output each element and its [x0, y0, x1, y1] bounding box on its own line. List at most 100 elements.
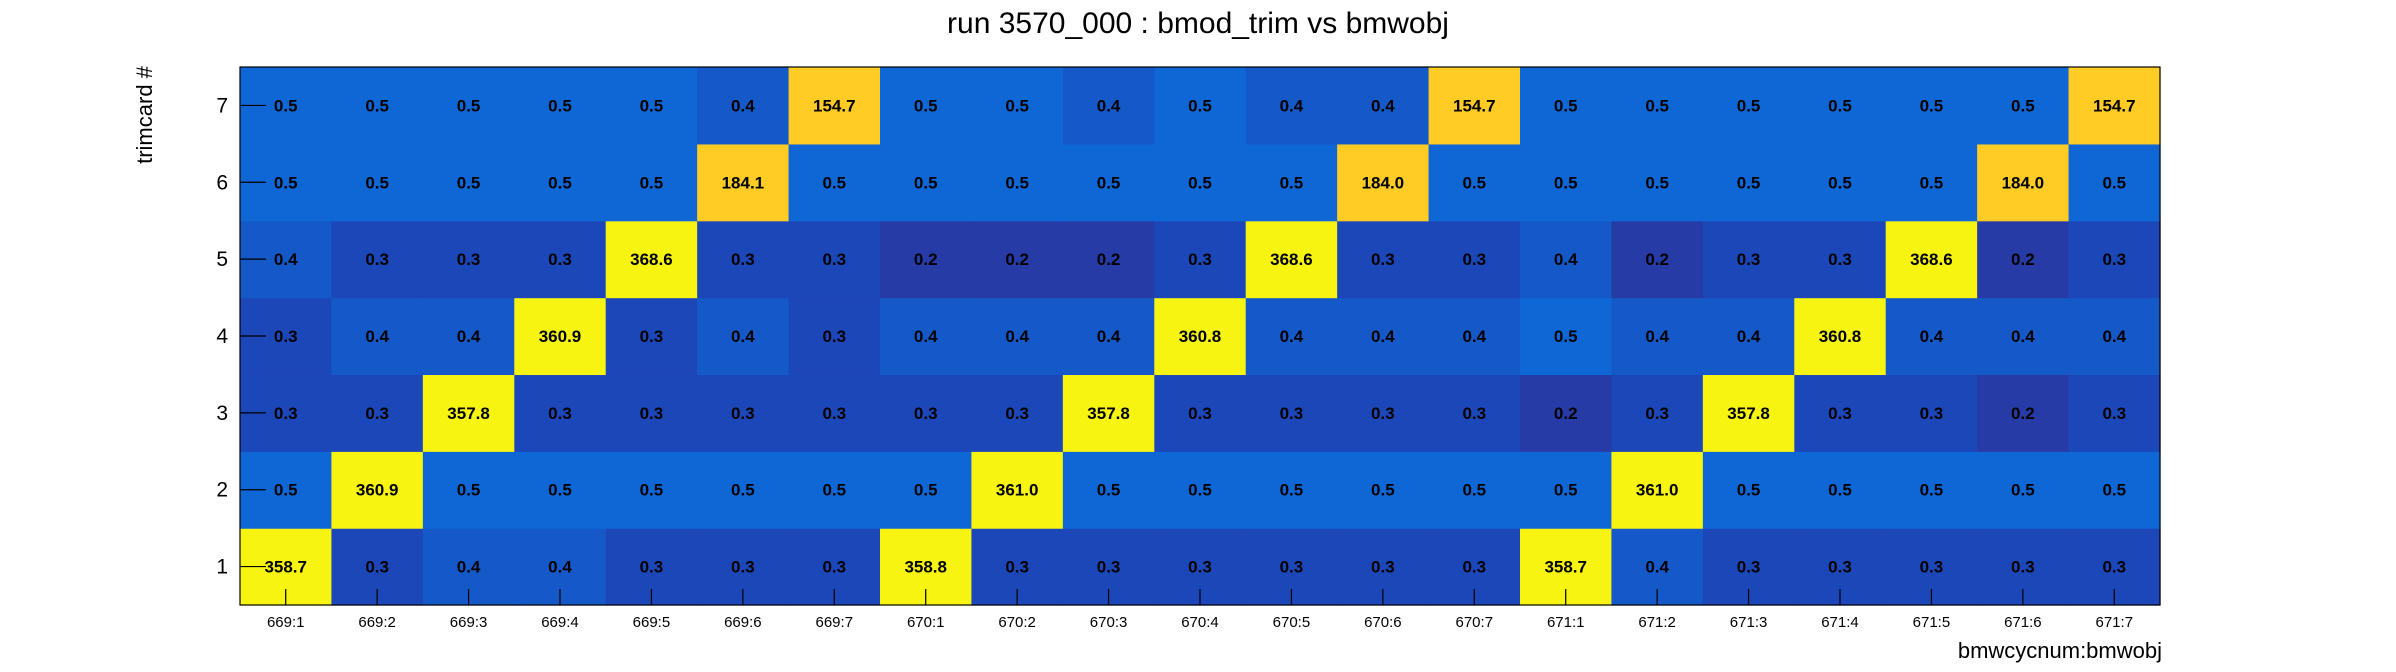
cell-value-label: 368.6: [1270, 250, 1313, 269]
cell-value-label: 0.5: [1097, 173, 1121, 192]
heatmap-cell: [1794, 374, 1887, 452]
cell-value-label: 0.3: [1828, 404, 1852, 423]
cell-value-label: 0.5: [914, 481, 938, 500]
heatmap-cell: [422, 220, 515, 299]
cell-value-label: 0.2: [2011, 250, 2035, 269]
cell-value-label: 357.8: [1087, 404, 1130, 423]
cell-value-label: 0.5: [2102, 173, 2126, 192]
cell-value-label: 0.5: [2011, 96, 2035, 115]
heatmap-cell: [1062, 374, 1155, 452]
cell-value-label: 358.8: [904, 558, 947, 577]
cell-value-label: 0.5: [1188, 96, 1212, 115]
heatmap-cell: [1611, 143, 1704, 222]
heatmap-cell: [1702, 297, 1795, 376]
x-tick-label: 670:6: [1364, 614, 1402, 631]
cell-value-label: 0.5: [1828, 481, 1852, 500]
heatmap-cell: [1794, 451, 1887, 529]
cell-value-label: 0.3: [1920, 558, 1944, 577]
heatmap-cell: [1520, 67, 1613, 145]
x-tick-label: 669:3: [450, 614, 488, 631]
heatmap-cell: [514, 374, 607, 452]
cell-value-label: 0.3: [457, 250, 481, 269]
cell-value-label: 0.3: [2102, 558, 2126, 577]
heatmap-cell: [788, 143, 881, 222]
cell-value-label: 0.3: [548, 404, 572, 423]
heatmap-cell: [1794, 297, 1887, 376]
heatmap-cell: [1611, 297, 1704, 376]
cell-value-label: 0.2: [914, 250, 938, 269]
heatmap-cell: [1154, 374, 1247, 452]
heatmap-cell: [2068, 451, 2161, 529]
cell-value-label: 0.4: [731, 96, 755, 115]
heatmap-cell: [1611, 67, 1704, 145]
cell-value-label: 0.4: [2011, 327, 2035, 346]
cell-value-label: 0.5: [731, 481, 755, 500]
cell-value-label: 0.5: [2011, 481, 2035, 500]
y-tick-label: 2: [216, 479, 228, 502]
heatmap-cell: [1885, 67, 1978, 145]
x-tick-label: 671:6: [2004, 614, 2042, 631]
y-tick-label: 1: [216, 556, 228, 579]
cell-value-label: 0.4: [1920, 327, 1944, 346]
cell-value-label: 154.7: [2093, 96, 2136, 115]
heatmap-cell: [880, 67, 973, 145]
heatmap-cell: [1702, 220, 1795, 299]
cell-value-label: 0.3: [1005, 404, 1029, 423]
cell-value-label: 0.4: [1371, 327, 1395, 346]
heatmap-cell: [1611, 220, 1704, 299]
heatmap-cell: [1062, 451, 1155, 529]
heatmap-cell: [1702, 67, 1795, 145]
cell-value-label: 0.3: [1920, 404, 1944, 423]
cell-value-label: 0.5: [1645, 173, 1669, 192]
cell-value-label: 0.3: [640, 558, 664, 577]
cell-value-label: 0.2: [1097, 250, 1121, 269]
cell-value-label: 0.4: [457, 327, 481, 346]
cell-value-label: 360.8: [1819, 327, 1862, 346]
heatmap-cell: [514, 451, 607, 529]
heatmap-cell: [331, 67, 424, 145]
cell-value-label: 0.5: [1828, 173, 1852, 192]
cell-value-label: 0.3: [2102, 250, 2126, 269]
heatmap-cell: [971, 67, 1064, 145]
cell-value-label: 184.0: [2002, 173, 2045, 192]
x-tick-label: 671:2: [1638, 614, 1676, 631]
cell-value-label: 0.4: [365, 327, 389, 346]
cell-value-label: 0.3: [1645, 404, 1669, 423]
heatmap-cell: [422, 67, 515, 145]
heatmap-cell: [1245, 143, 1338, 222]
heatmap-cell: [605, 220, 698, 299]
x-axis-label: bmwcycnum:bmwobj: [1958, 638, 2162, 663]
heatmap-cell: [514, 143, 607, 222]
cell-value-label: 0.5: [822, 173, 846, 192]
cell-value-label: 360.9: [539, 327, 582, 346]
cell-value-label: 0.3: [548, 250, 572, 269]
cell-value-label: 0.5: [1554, 481, 1578, 500]
heatmap-cell: [605, 297, 698, 376]
x-tick-label: 670:7: [1456, 614, 1494, 631]
x-tick-label: 670:5: [1273, 614, 1311, 631]
heatmap-cell: [605, 374, 698, 452]
heatmap-cell: [1520, 297, 1613, 376]
heatmap-cell: [1245, 297, 1338, 376]
cell-value-label: 0.3: [1280, 404, 1304, 423]
cell-value-label: 0.3: [1462, 558, 1486, 577]
cell-value-label: 0.5: [548, 481, 572, 500]
cell-value-label: 0.3: [1188, 558, 1212, 577]
heatmap-cell: [697, 220, 790, 299]
heatmap-cell: [1885, 451, 1978, 529]
chart-title: run 3570_000 : bmod_trim vs bmwobj: [947, 7, 1449, 40]
x-tick-label: 671:1: [1547, 614, 1585, 631]
x-tick-label: 669:6: [724, 614, 762, 631]
heatmap-cell: [605, 143, 698, 222]
heatmap-cell: [1794, 220, 1887, 299]
cell-value-label: 0.3: [1371, 558, 1395, 577]
heatmap-cell: [1062, 143, 1155, 222]
cell-value-label: 0.5: [1280, 481, 1304, 500]
cell-value-label: 0.3: [1737, 250, 1761, 269]
cell-value-label: 0.4: [457, 558, 481, 577]
cell-value-label: 0.5: [1828, 96, 1852, 115]
cell-value-label: 0.3: [640, 404, 664, 423]
heatmap-cell: [1885, 220, 1978, 299]
y-tick-label: 6: [216, 171, 228, 194]
heatmap-cell: [1885, 374, 1978, 452]
